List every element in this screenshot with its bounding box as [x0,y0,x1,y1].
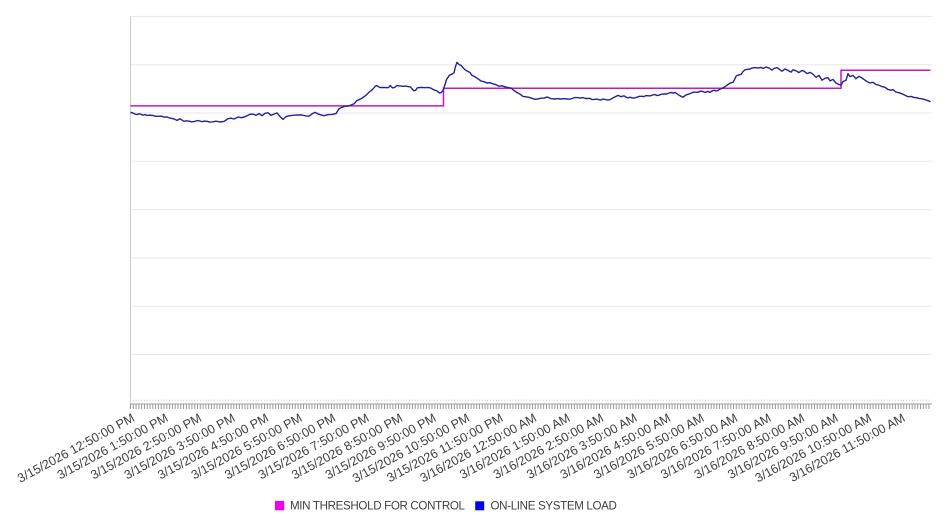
svg-text:MIN THRESHOLD FOR CONTROL: MIN THRESHOLD FOR CONTROL [290,500,466,513]
svg-text:ON-LINE SYSTEM LOAD: ON-LINE SYSTEM LOAD [491,500,617,513]
